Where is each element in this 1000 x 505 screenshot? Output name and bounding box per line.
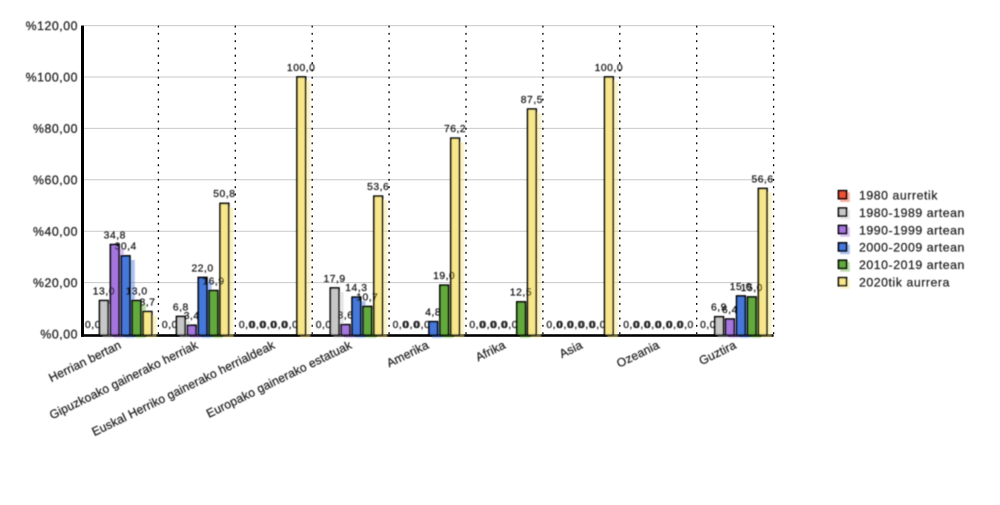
svg-text:%20,00: %20,00: [33, 276, 78, 290]
svg-text:0,0: 0,0: [282, 320, 298, 331]
svg-text:0,0: 0,0: [393, 320, 409, 331]
svg-text:14,3: 14,3: [345, 283, 367, 294]
svg-text:17,9: 17,9: [323, 274, 345, 285]
svg-text:34,8: 34,8: [104, 230, 126, 241]
svg-text:%100,00: %100,00: [26, 70, 78, 84]
svg-text:0,0: 0,0: [557, 320, 573, 331]
svg-text:0,0: 0,0: [568, 320, 584, 331]
svg-text:0,0: 0,0: [546, 320, 562, 331]
svg-text:0,0: 0,0: [250, 320, 266, 331]
svg-text:1980 aurretik: 1980 aurretik: [859, 189, 938, 203]
svg-text:0,0: 0,0: [414, 320, 430, 331]
svg-text:0,0: 0,0: [403, 320, 419, 331]
svg-text:0,0: 0,0: [590, 320, 606, 331]
svg-text:50,8: 50,8: [213, 189, 235, 200]
svg-text:76,2: 76,2: [444, 124, 466, 135]
svg-text:%60,00: %60,00: [33, 173, 78, 187]
svg-text:2000-2009 artean: 2000-2009 artean: [859, 241, 965, 255]
svg-text:2010-2019 artean: 2010-2019 artean: [859, 258, 965, 272]
svg-text:0,0: 0,0: [239, 320, 255, 331]
svg-text:0,0: 0,0: [634, 320, 650, 331]
svg-text:0,0: 0,0: [469, 320, 485, 331]
svg-text:%80,00: %80,00: [33, 122, 78, 136]
svg-text:%0,00: %0,00: [40, 327, 78, 341]
svg-text:1980-1989 artean: 1980-1989 artean: [859, 206, 965, 220]
svg-text:100,0: 100,0: [287, 63, 316, 74]
svg-text:3,6: 3,6: [338, 311, 354, 322]
svg-text:0,0: 0,0: [271, 320, 287, 331]
svg-text:22,0: 22,0: [191, 263, 213, 274]
svg-text:0,0: 0,0: [480, 320, 496, 331]
svg-text:8,7: 8,7: [140, 297, 156, 308]
svg-text:19,0: 19,0: [433, 271, 455, 282]
svg-text:2020tik aurrera: 2020tik aurrera: [859, 276, 950, 290]
svg-text:6,8: 6,8: [173, 302, 189, 313]
svg-text:0,0: 0,0: [261, 320, 277, 331]
svg-text:%40,00: %40,00: [33, 225, 78, 239]
svg-text:%120,00: %120,00: [26, 19, 78, 33]
svg-text:0,0: 0,0: [85, 320, 101, 331]
svg-text:12,5: 12,5: [510, 288, 532, 299]
svg-text:6,9: 6,9: [711, 303, 727, 314]
svg-text:0,0: 0,0: [579, 320, 595, 331]
svg-text:0,0: 0,0: [162, 320, 178, 331]
svg-text:30,4: 30,4: [115, 242, 137, 253]
svg-text:16,9: 16,9: [202, 276, 224, 287]
svg-text:0,0: 0,0: [656, 320, 672, 331]
svg-text:0,0: 0,0: [316, 320, 332, 331]
svg-text:56,6: 56,6: [751, 174, 773, 185]
svg-text:15,0: 15,0: [730, 282, 752, 293]
svg-text:0,0: 0,0: [645, 320, 661, 331]
svg-text:13,0: 13,0: [93, 286, 115, 297]
svg-text:0,0: 0,0: [491, 320, 507, 331]
svg-text:0,0: 0,0: [700, 320, 716, 331]
svg-text:100,0: 100,0: [595, 63, 624, 74]
svg-text:0,0: 0,0: [678, 320, 694, 331]
svg-text:0,0: 0,0: [667, 320, 683, 331]
svg-text:0,0: 0,0: [502, 320, 518, 331]
svg-text:53,6: 53,6: [367, 182, 389, 193]
svg-text:4,8: 4,8: [425, 308, 441, 319]
svg-text:6,4: 6,4: [722, 305, 738, 316]
svg-text:87,5: 87,5: [521, 95, 543, 106]
svg-text:0,0: 0,0: [623, 320, 639, 331]
svg-text:13,0: 13,0: [125, 286, 147, 297]
svg-text:3,4: 3,4: [184, 311, 200, 322]
svg-text:15,0: 15,0: [741, 283, 763, 294]
svg-text:1990-1999 artean: 1990-1999 artean: [859, 223, 965, 237]
svg-text:10,7: 10,7: [356, 292, 378, 303]
